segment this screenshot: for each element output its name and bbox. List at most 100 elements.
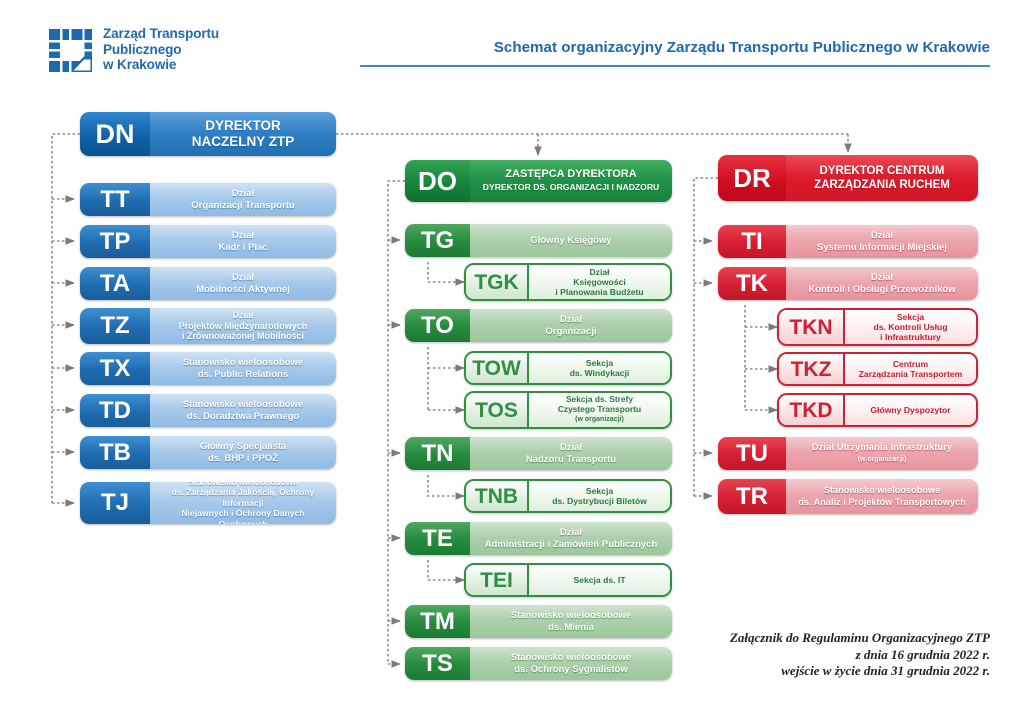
node-TI[interactable]: TI Dział Systemu Informacji Miejskiej [718, 225, 978, 258]
node-label: Stanowisko wieloosobowe ds. Analiz i Pro… [786, 479, 978, 514]
node-code: TOS [466, 393, 529, 427]
node-code: TOW [466, 353, 529, 383]
node-label: Główny Księgowy [470, 224, 672, 257]
node-code: TG [405, 224, 470, 257]
node-TD[interactable]: TD Stanowisko wieloosobowe ds. Doradztwa… [80, 394, 336, 427]
node-code: TO [405, 309, 470, 342]
logo-line-3: w Krakowie [103, 57, 177, 72]
node-label: Sekcja ds. Kontroli Usług i Infrastruktu… [845, 310, 976, 344]
page-title: Schemat organizacyjny Zarządu Transportu… [493, 39, 990, 56]
node-label: Stanowisko wieloosobowe ds. Public Relat… [150, 352, 336, 385]
node-TE[interactable]: TE Dział Administracji i Zamówień Public… [405, 522, 672, 555]
node-TR[interactable]: TR Stanowisko wieloosobowe ds. Analiz i … [718, 479, 978, 514]
node-TX[interactable]: TX Stanowisko wieloosobowe ds. Public Re… [80, 352, 336, 385]
node-label: DYREKTOR NACZELNY ZTP [150, 112, 336, 156]
node-TA[interactable]: TA Dział Mobilności Aktywnej [80, 267, 336, 300]
node-label: Główny Dyspozytor [845, 395, 976, 425]
node-code: TKZ [779, 354, 845, 384]
node-TEI[interactable]: TEI Sekcja ds. IT [464, 563, 672, 597]
node-label: Stanowisko wieloosobowe ds. Doradztwa Pr… [150, 394, 336, 427]
node-label: Dział Utrzymania Infrastruktury (w organ… [786, 437, 978, 470]
node-code: TB [80, 436, 150, 469]
node-code: DR [718, 155, 786, 201]
node-label: Stanowisko wieloosobowe ds. Ochrony Sygn… [470, 647, 672, 680]
node-TJ[interactable]: TJ Stanowisko wieloosobowe ds. Zarządzan… [80, 482, 336, 524]
node-label: Dział Kontroli i Obsługi Przewoźników [786, 267, 978, 300]
node-label: Sekcja ds. Dystrybucji Biletów [529, 481, 670, 511]
node-label: Sekcja ds. Strefy Czystego Transportu (w… [529, 393, 670, 427]
node-label: Stanowisko wieloosobowe ds. Zarządzania … [150, 482, 336, 524]
node-label: Dział Kadr i Płac [150, 225, 336, 258]
node-label: Dział Nadzoru Transportu [470, 437, 672, 470]
node-label: Dział Administracji i Zamówień Publiczny… [470, 522, 672, 555]
footer-line-1: Załącznik do Regulaminu Organizacyjnego … [729, 630, 990, 645]
node-code: TKD [779, 395, 845, 425]
node-code: TK [718, 267, 786, 300]
node-TS[interactable]: TS Stanowisko wieloosobowe ds. Ochrony S… [405, 647, 672, 680]
footer-note: Załącznik do Regulaminu Organizacyjnego … [640, 630, 990, 680]
node-TKD[interactable]: TKD Główny Dyspozytor [777, 393, 978, 427]
node-code: TE [405, 522, 470, 555]
node-label: Sekcja ds. IT [529, 565, 670, 595]
node-code: TEI [466, 565, 529, 595]
node-TU[interactable]: TU Dział Utrzymania Infrastruktury (w or… [718, 437, 978, 470]
node-TO[interactable]: TO Dział Organizacji [405, 309, 672, 342]
node-label: ZASTĘPCA DYREKTORA DYREKTOR DS. ORGANIZA… [470, 160, 672, 202]
node-label: Dział Mobilności Aktywnej [150, 267, 336, 300]
footer-line-3: wejście w życie dnia 31 grudnia 2022 r. [781, 663, 990, 678]
node-code: TKN [779, 310, 845, 344]
node-label: Stanowisko wieloosobowe ds. Mienia [470, 605, 672, 638]
node-label: Dział Systemu Informacji Miejskiej [786, 225, 978, 258]
node-TOS[interactable]: TOS Sekcja ds. Strefy Czystego Transport… [464, 391, 672, 429]
node-TB[interactable]: TB Główny Specjalista ds. BHP i PPOŻ [80, 436, 336, 469]
node-code: TA [80, 267, 150, 300]
node-label: DYREKTOR CENTRUM ZARZĄDZANIA RUCHEM [786, 155, 978, 201]
node-code: TN [405, 437, 470, 470]
node-label: Dział Organizacji [470, 309, 672, 342]
node-code: TP [80, 225, 150, 258]
logo-line-1: Zarząd Transportu [103, 26, 220, 41]
node-label: Sekcja ds. Windykacji [529, 353, 670, 383]
logo-line-2: Publicznego [103, 41, 182, 57]
node-code: TM [405, 605, 470, 638]
node-label: Dział Księgowości i Planowania Budżetu [529, 265, 670, 299]
node-TKN[interactable]: TKN Sekcja ds. Kontroli Usług i Infrastr… [777, 308, 978, 346]
node-TKZ[interactable]: TKZ Centrum Zarządzania Transportem [777, 352, 978, 386]
node-label: Centrum Zarządzania Transportem [845, 354, 976, 384]
node-code: DN [80, 112, 150, 156]
node-TGK[interactable]: TGK Dział Księgowości i Planowania Budże… [464, 263, 672, 301]
node-code: TU [718, 437, 786, 470]
node-DO[interactable]: DO ZASTĘPCA DYREKTORA DYREKTOR DS. ORGAN… [405, 160, 672, 202]
page-header: Zarząd Transportu Publicznego w Krakowie… [0, 0, 1024, 95]
node-code: DO [405, 160, 470, 202]
node-TNB[interactable]: TNB Sekcja ds. Dystrybucji Biletów [464, 479, 672, 513]
node-code: TT [80, 183, 150, 216]
node-TG[interactable]: TG Główny Księgowy [405, 224, 672, 257]
node-code: TNB [466, 481, 529, 511]
node-label: Dział Projektów Międzynarodowych i Zrówn… [150, 308, 336, 344]
node-code: TS [405, 647, 470, 680]
node-code: TI [718, 225, 786, 258]
node-TM[interactable]: TM Stanowisko wieloosobowe ds. Mienia [405, 605, 672, 638]
node-TN[interactable]: TN Dział Nadzoru Transportu [405, 437, 672, 470]
footer-line-2: z dnia 16 grudnia 2022 r. [855, 646, 990, 662]
node-code: TJ [80, 482, 150, 524]
node-DN[interactable]: DN DYREKTOR NACZELNY ZTP [80, 112, 336, 156]
ztp-square-logo-icon [49, 29, 92, 72]
title-divider [360, 65, 990, 67]
node-TZ[interactable]: TZ Dział Projektów Międzynarodowych i Zr… [80, 308, 336, 344]
node-code: TX [80, 352, 150, 385]
node-code: TGK [466, 265, 529, 299]
node-DR[interactable]: DR DYREKTOR CENTRUM ZARZĄDZANIA RUCHEM [718, 155, 978, 201]
node-TP[interactable]: TP Dział Kadr i Płac [80, 225, 336, 258]
logo-wordmark: Zarząd Transportu Publicznego w Krakowie [103, 26, 219, 73]
node-code: TZ [80, 308, 150, 344]
node-TK[interactable]: TK Dział Kontroli i Obsługi Przewoźników [718, 267, 978, 300]
node-TOW[interactable]: TOW Sekcja ds. Windykacji [464, 351, 672, 385]
node-code: TD [80, 394, 150, 427]
node-TT[interactable]: TT Dział Organizacji Transportu [80, 183, 336, 216]
node-code: TR [718, 479, 786, 514]
node-label: Dział Organizacji Transportu [150, 183, 336, 216]
node-label: Główny Specjalista ds. BHP i PPOŻ [150, 436, 336, 469]
